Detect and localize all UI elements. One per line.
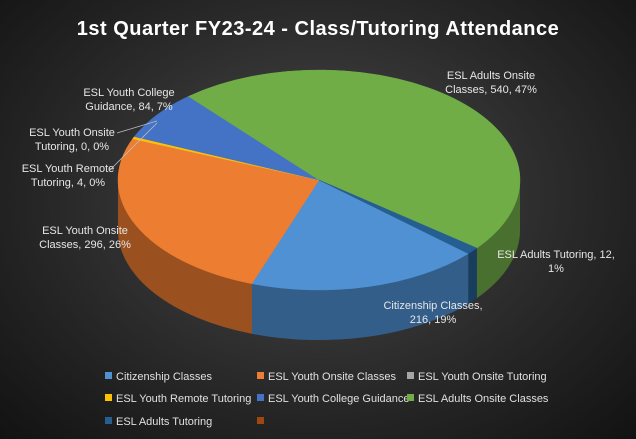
- legend-swatch: [105, 394, 112, 401]
- legend-swatch: [257, 394, 264, 401]
- slice: [251, 179, 469, 291]
- legend-item: ESL Adults Tutoring: [105, 416, 212, 428]
- legend-item: Citizenship Classes: [105, 371, 212, 383]
- data-label: ESL Youth College Guidance, 84, 7%: [83, 87, 175, 113]
- legend-item: [257, 416, 268, 428]
- leader-line: [109, 122, 158, 171]
- leader-line: [116, 120, 158, 134]
- data-label: ESL Adults Onsite Classes, 540, 47%: [445, 70, 537, 96]
- legend-item: ESL Adults Onsite Classes: [407, 393, 548, 405]
- legend-swatch: [407, 394, 414, 401]
- legend-swatch: [105, 372, 112, 379]
- slice-side-shade: [118, 180, 252, 334]
- legend-label: Citizenship Classes: [116, 371, 212, 383]
- slice: [318, 179, 478, 254]
- legend-label: ESL Youth Onsite Classes: [268, 371, 397, 383]
- legend-label: ESL Adults Tutoring: [116, 416, 213, 428]
- legend-item: ESL Youth College Guidance: [257, 393, 409, 405]
- legend-label: ESL Youth Remote Tutoring: [116, 393, 252, 405]
- slice: [187, 69, 521, 249]
- legend-item: ESL Youth Onsite Tutoring: [407, 371, 547, 383]
- data-label: Citizenship Classes, 216, 19%: [383, 300, 483, 326]
- legend-swatch: [407, 372, 414, 379]
- slice-side: [476, 180, 520, 299]
- chart-title: 1st Quarter FY23-24 - Class/Tutoring Att…: [76, 18, 560, 40]
- data-label: ESL Youth Remote Tutoring, 4, 0%: [21, 163, 115, 189]
- legend-label: ESL Adults Onsite Classes: [418, 393, 549, 405]
- slice-side-shade: [468, 248, 477, 304]
- slice-side: [468, 248, 477, 304]
- data-label: ESL Youth Onsite Classes, 296, 26%: [39, 225, 131, 251]
- legend-label: ESL Youth Onsite Tutoring: [418, 371, 547, 383]
- data-label: ESL Youth Onsite Tutoring, 0, 0%: [29, 127, 115, 153]
- slice-side-shade: [251, 253, 469, 340]
- legend-swatch: [257, 372, 264, 379]
- legend-label: ESL Youth College Guidance: [268, 393, 410, 405]
- legend-item: ESL Youth Onsite Classes: [257, 371, 396, 383]
- slice-side-shade: [476, 180, 520, 299]
- slice-side: [118, 180, 252, 334]
- legend-swatch: [257, 417, 264, 424]
- legend-item: ESL Youth Remote Tutoring: [105, 393, 251, 405]
- data-label: ESL Adults Tutoring, 12, 1%: [497, 249, 615, 275]
- slice-side: [251, 253, 469, 340]
- slice: [117, 138, 320, 284]
- legend-swatch: [105, 417, 112, 424]
